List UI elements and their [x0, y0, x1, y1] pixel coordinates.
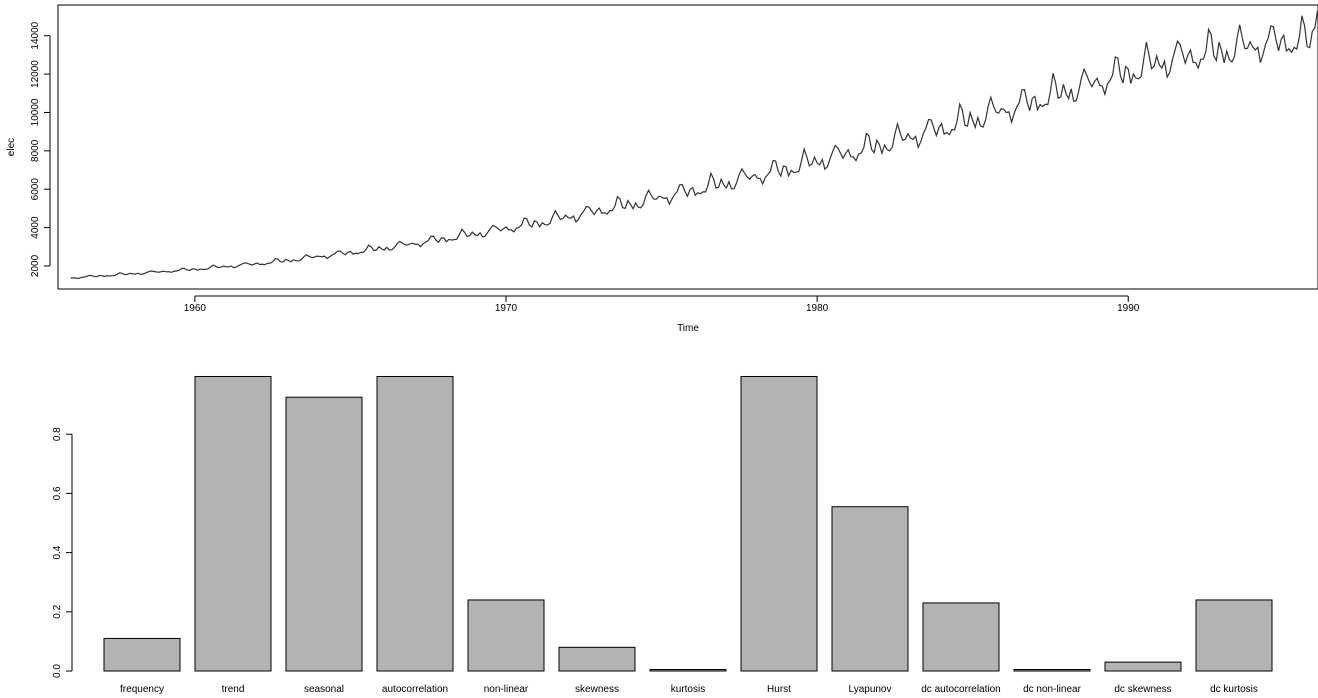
line-y-tick-label: 10000 — [30, 98, 41, 126]
bar-y-axis: 0.0 0.2 0.4 0.6 0.8 — [52, 427, 73, 678]
bar-frequency — [103, 637, 181, 672]
bar-y-tick-label: 0.6 — [52, 486, 63, 500]
bar-skewness — [558, 646, 636, 672]
bar-hurst — [740, 375, 818, 672]
bar-category-labels: frequency trend seasonal autocorrelation non… — [120, 684, 1258, 695]
line-y-tick-label: 4000 — [30, 216, 41, 239]
bar-lyapunov — [831, 506, 909, 672]
bar-non-linear — [467, 599, 545, 672]
bar-label-frequency: frequency — [120, 684, 164, 695]
line-y-axis: 2000 4000 6000 8000 10000 12000 14000 — [30, 21, 51, 277]
bar-label-dc-kurtosis: dc kurtosis — [1210, 684, 1258, 695]
bar-label-seasonal: seasonal — [304, 684, 344, 695]
line-x-axis: 1960 1970 1980 1990 — [184, 295, 1140, 314]
line-y-tick-label: 12000 — [30, 60, 41, 88]
line-x-tick-label: 1970 — [495, 303, 518, 314]
bar-dc-autocorrelation — [922, 602, 1000, 672]
line-x-tick-label: 1980 — [806, 303, 829, 314]
bar-label-dc-autocorrelation: dc autocorrelation — [921, 684, 1001, 695]
series-line-elec — [70, 10, 1318, 280]
bar-label-skewness: skewness — [575, 684, 619, 695]
bar-seasonal — [285, 396, 363, 672]
line-x-axis-label: Time — [677, 323, 699, 334]
bar-chart: 0.0 0.2 0.4 0.6 0.8 frequency trend seasonal au… — [52, 375, 1273, 695]
line-y-tick-label: 14000 — [30, 21, 41, 49]
bar-y-tick-label: 0.0 — [52, 664, 63, 678]
bar-label-lyapunov: Lyapunov — [849, 684, 892, 695]
line-y-tick-label: 8000 — [30, 139, 41, 162]
bars — [103, 375, 1273, 672]
bar-autocorrelation — [376, 375, 454, 672]
line-chart: 1960 1970 1980 1990 2000 4000 6000 8000 10000 12… — [6, 4, 1318, 334]
bar-dc-kurtosis — [1195, 599, 1273, 672]
bar-label-autocorrelation: autocorrelation — [382, 684, 448, 695]
bar-y-tick-label: 0.4 — [52, 545, 63, 559]
bar-label-kurtosis: kurtosis — [671, 684, 705, 695]
bar-y-tick-label: 0.8 — [52, 427, 63, 441]
line-y-tick-label: 6000 — [30, 178, 41, 201]
bar-label-non-linear: non-linear — [484, 684, 529, 695]
bar-dc-non-linear — [1013, 669, 1091, 672]
line-y-axis-label: elec — [6, 138, 17, 156]
bar-label-trend: trend — [222, 684, 245, 695]
bar-trend — [194, 375, 272, 672]
bar-y-tick-label: 0.2 — [52, 604, 63, 618]
bar-label-dc-skewness: dc skewness — [1114, 684, 1171, 695]
bar-label-hurst: Hurst — [767, 684, 791, 695]
line-x-tick-label: 1990 — [1117, 303, 1140, 314]
line-y-tick-label: 2000 — [30, 254, 41, 277]
line-x-tick-label: 1960 — [184, 303, 207, 314]
line-plot-frame — [57, 4, 1318, 290]
bar-dc-skewness — [1104, 661, 1182, 672]
bar-label-dc-non-linear: dc non-linear — [1023, 684, 1081, 695]
bar-kurtosis — [649, 669, 727, 672]
